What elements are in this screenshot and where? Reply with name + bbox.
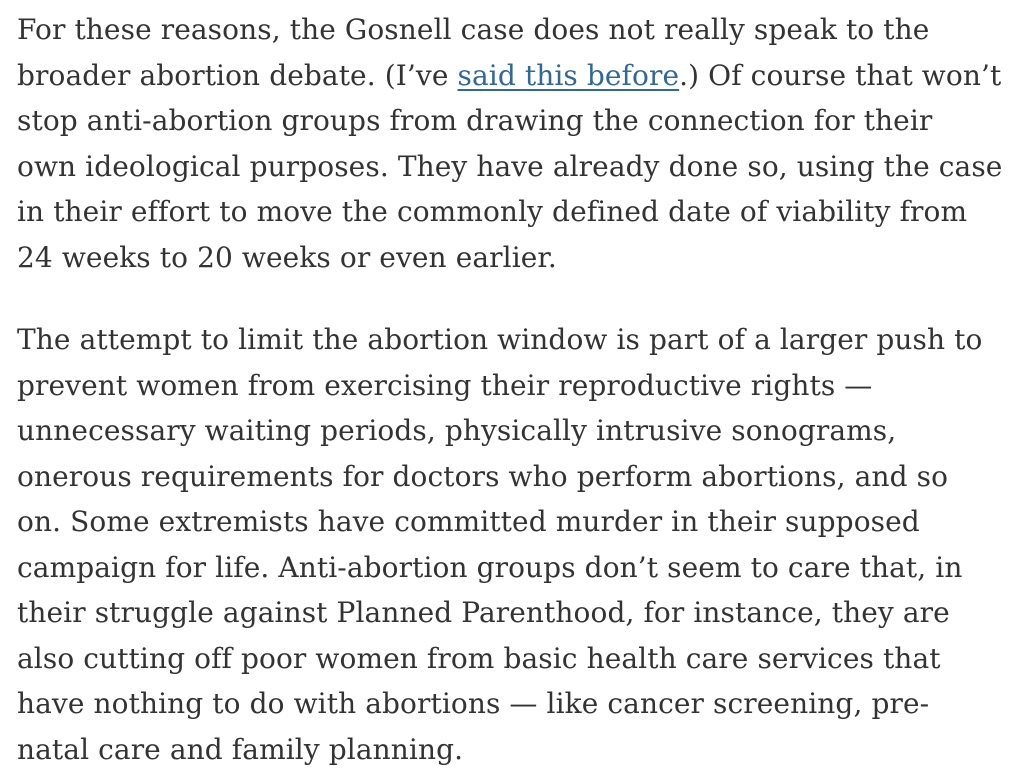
text-line: also cutting off poor women from basic h… (17, 641, 941, 675)
paragraph-abortion-window: The attempt to limit the abortion window… (17, 317, 1020, 772)
text-segment: .) Of course that won’t (679, 58, 1002, 92)
text-line: The attempt to limit the abortion window… (17, 323, 983, 356)
text-line: 24 weeks to 20 weeks or even earlier. (17, 240, 557, 274)
text-line: stop anti-abortion groups from drawing t… (17, 104, 933, 137)
text-line: have nothing to do with abortions — like… (17, 687, 930, 720)
text-line: campaign for life. Anti-abortion groups … (17, 550, 963, 584)
text-line: unnecessary waiting periods, physically … (17, 414, 897, 447)
text-line: For these reasons, the Gosnell case does… (17, 13, 930, 46)
text-line: their struggle against Planned Parenthoo… (17, 596, 950, 629)
text-line: own ideological purposes. They have alre… (17, 149, 1003, 183)
text-line: in their effort to move the commonly def… (17, 195, 968, 228)
text-segment: broader abortion debate. (I’ve (17, 58, 458, 92)
said-this-before-link[interactable]: said this before (457, 58, 680, 92)
text-line: onerous requirements for doctors who per… (17, 459, 949, 493)
paragraph-gosnell-case: For these reasons, the Gosnell case does… (17, 7, 1020, 280)
text-line: broader abortion debate. (I’ve said this… (17, 53, 1020, 99)
text-line: natal care and family planning. (17, 732, 464, 766)
text-line: prevent women from exercising their repr… (17, 368, 873, 402)
text-line: on. Some extremists have committed murde… (17, 505, 920, 538)
